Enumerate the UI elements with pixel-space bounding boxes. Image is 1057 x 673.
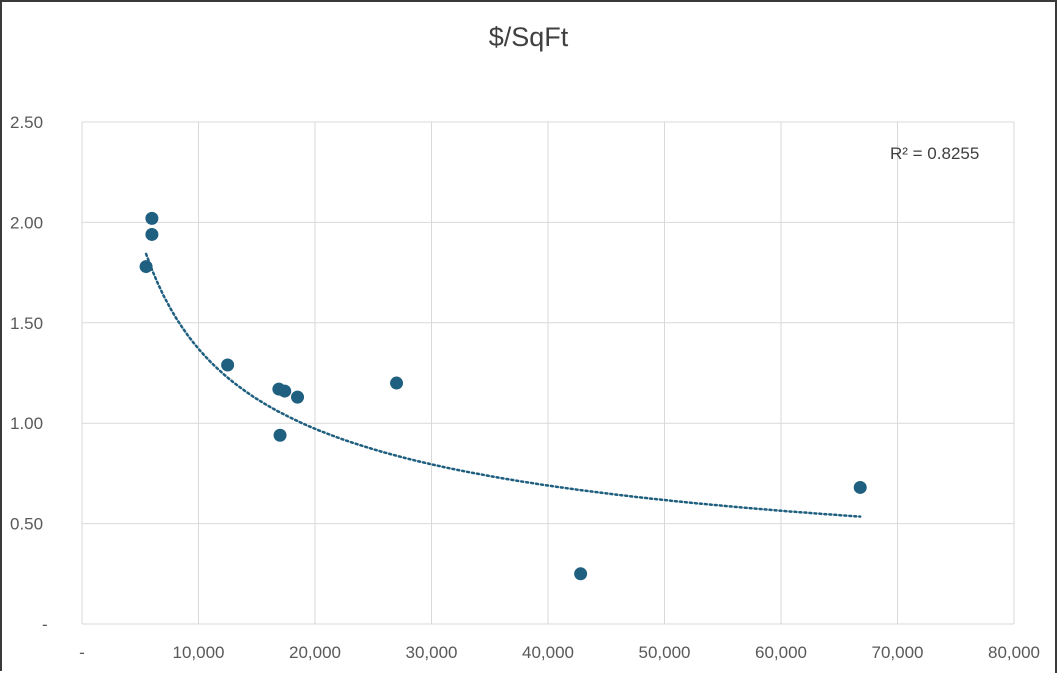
data-point <box>390 376 404 390</box>
y-tick-label: 1.00 <box>10 414 43 433</box>
data-point <box>273 428 287 442</box>
data-point <box>139 260 153 274</box>
data-point <box>574 567 588 581</box>
x-tick-label: 80,000 <box>988 643 1040 662</box>
x-tick-label: 30,000 <box>406 643 458 662</box>
x-tick-label: 70,000 <box>872 643 924 662</box>
y-tick-label: - <box>42 615 48 634</box>
r-squared-label: R² = 0.8255 <box>890 144 979 163</box>
x-tick-label: - <box>79 643 85 662</box>
y-tick-label: 1.50 <box>10 314 43 333</box>
y-tick-label: 0.50 <box>10 515 43 534</box>
data-point <box>278 384 292 398</box>
data-point <box>853 480 867 494</box>
x-tick-label: 40,000 <box>522 643 574 662</box>
y-tick-label: 2.00 <box>10 213 43 232</box>
y-axis-ticks: - 0.50 1.00 1.50 2.00 2.50 <box>10 113 48 634</box>
trendline <box>144 252 862 518</box>
data-point <box>145 211 159 225</box>
chart-frame-right-edge <box>1055 0 1057 673</box>
gridlines <box>81 121 1015 625</box>
x-tick-label: 50,000 <box>639 643 691 662</box>
x-axis-ticks: - 10,000 20,000 30,000 40,000 50,000 60,000 70,… <box>79 643 1040 662</box>
x-tick-label: 20,000 <box>289 643 341 662</box>
x-tick-label: 60,000 <box>755 643 807 662</box>
data-point <box>145 227 159 241</box>
data-points <box>139 211 867 581</box>
data-point <box>221 358 235 372</box>
x-tick-label: 10,000 <box>173 643 225 662</box>
y-tick-label: 2.50 <box>10 113 43 132</box>
chart-title: $/SqFt <box>488 22 569 52</box>
data-point <box>291 390 305 404</box>
